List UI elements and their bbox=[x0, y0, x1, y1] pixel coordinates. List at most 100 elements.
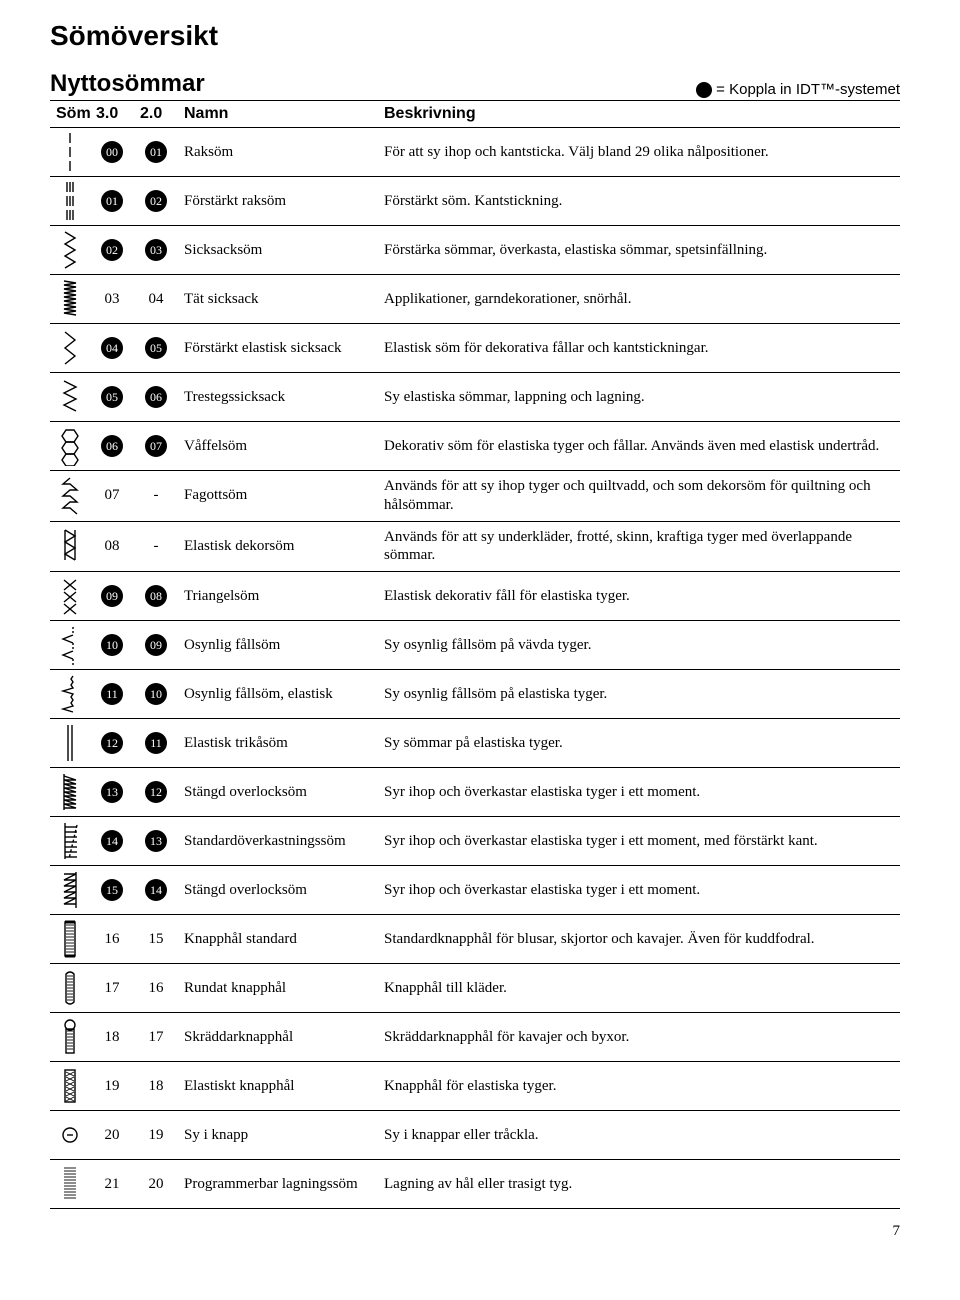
col20-value: 07 bbox=[134, 422, 178, 471]
table-row: 1514Stängd overlocksömSyr ihop och överk… bbox=[50, 866, 900, 915]
table-row: 1312Stängd overlocksömSyr ihop och överk… bbox=[50, 768, 900, 817]
col20-value: 19 bbox=[134, 1111, 178, 1160]
stitch-icon bbox=[50, 1013, 90, 1062]
col30-value: 05 bbox=[90, 373, 134, 422]
idt-dot-icon: 06 bbox=[145, 386, 167, 408]
col-20: 2.0 bbox=[134, 101, 178, 128]
stitch-icon bbox=[50, 817, 90, 866]
stitch-icon bbox=[50, 1062, 90, 1111]
stitch-icon bbox=[50, 128, 90, 177]
idt-dot-icon: 14 bbox=[145, 879, 167, 901]
table-row: 1413StandardöverkastningssömSyr ihop och… bbox=[50, 817, 900, 866]
stitch-name: Standardöverkastningssöm bbox=[178, 817, 378, 866]
page-number: 7 bbox=[50, 1223, 900, 1240]
page-title: Sömöversikt bbox=[50, 20, 900, 52]
col-name: Namn bbox=[178, 101, 378, 128]
col30-value: 03 bbox=[90, 275, 134, 324]
idt-dot-icon: 02 bbox=[101, 239, 123, 261]
col-stitch: Söm bbox=[50, 101, 90, 128]
idt-dot-icon: 10 bbox=[101, 634, 123, 656]
table-row: 0304Tät sicksackApplikationer, garndekor… bbox=[50, 275, 900, 324]
idt-dot-icon: 02 bbox=[145, 190, 167, 212]
col30-value: 07 bbox=[90, 471, 134, 522]
col20-value: 10 bbox=[134, 670, 178, 719]
stitch-icon bbox=[50, 422, 90, 471]
stitch-name: Programmerbar lagningssöm bbox=[178, 1160, 378, 1209]
col20-value: 09 bbox=[134, 621, 178, 670]
stitch-icon bbox=[50, 177, 90, 226]
stitch-name: Triangelsöm bbox=[178, 572, 378, 621]
stitch-icon bbox=[50, 572, 90, 621]
col30-value: 13 bbox=[90, 768, 134, 817]
col-desc: Beskrivning bbox=[378, 101, 900, 128]
stitch-desc: Elastisk söm för dekorativa fållar och k… bbox=[378, 324, 900, 373]
col20-value: 03 bbox=[134, 226, 178, 275]
table-row: 01 02 Förstärkt raksömFörstärkt söm. Kants… bbox=[50, 177, 900, 226]
stitch-desc: Knapphål till kläder. bbox=[378, 964, 900, 1013]
col30-value: 00 bbox=[90, 128, 134, 177]
table-row: 2120Programmerbar lagningssömLagning av … bbox=[50, 1160, 900, 1209]
idt-dot-icon: 13 bbox=[101, 781, 123, 803]
stitch-icon bbox=[50, 915, 90, 964]
stitch-name: Sy i knapp bbox=[178, 1111, 378, 1160]
col30-value: 14 bbox=[90, 817, 134, 866]
col30-value: 16 bbox=[90, 915, 134, 964]
stitch-name: Förstärkt elastisk sicksack bbox=[178, 324, 378, 373]
col20-value: 05 bbox=[134, 324, 178, 373]
col30-value: 21 bbox=[90, 1160, 134, 1209]
table-row: 0607VåffelsömDekorativ söm för elastiska… bbox=[50, 422, 900, 471]
idt-dot-icon: 09 bbox=[101, 585, 123, 607]
stitch-desc: Förstärkt söm. Kantstickning. bbox=[378, 177, 900, 226]
col30-value: 08 bbox=[90, 521, 134, 572]
stitch-desc: Används för att sy underkläder, frotté, … bbox=[378, 521, 900, 572]
idt-dot-icon: 12 bbox=[101, 732, 123, 754]
table-row: 04 05Förstärkt elastisk sicksackElastisk … bbox=[50, 324, 900, 373]
col30-value: 11 bbox=[90, 670, 134, 719]
idt-dot-icon: 01 bbox=[145, 141, 167, 163]
stitch-desc: För att sy ihop och kantsticka. Välj bla… bbox=[378, 128, 900, 177]
idt-dot-icon: 07 bbox=[145, 435, 167, 457]
table-row: 0506TrestegssicksackSy elastiska sömmar,… bbox=[50, 373, 900, 422]
stitch-desc: Sy osynlig fållsöm på vävda tyger. bbox=[378, 621, 900, 670]
stitch-desc: Syr ihop och överkastar elastiska tyger … bbox=[378, 817, 900, 866]
col20-value: - bbox=[134, 471, 178, 522]
idt-dot-icon: 01 bbox=[101, 190, 123, 212]
stitch-name: Raksöm bbox=[178, 128, 378, 177]
stitch-icon bbox=[50, 275, 90, 324]
table-row: 0203SicksacksömFörstärka sömmar, överkas… bbox=[50, 226, 900, 275]
col20-value: 13 bbox=[134, 817, 178, 866]
table-row: 07-FagottsömAnvänds för att sy ihop tyge… bbox=[50, 471, 900, 522]
stitch-icon bbox=[50, 866, 90, 915]
col30-value: 06 bbox=[90, 422, 134, 471]
stitch-name: Stängd overlocksöm bbox=[178, 768, 378, 817]
stitch-desc: Sy elastiska sömmar, lappning och lagnin… bbox=[378, 373, 900, 422]
col30-value: 20 bbox=[90, 1111, 134, 1160]
stitch-table: Söm 3.0 2.0 Namn Beskrivning 0001RaksömF… bbox=[50, 100, 900, 1209]
idt-dot-icon: 00 bbox=[101, 141, 123, 163]
idt-dot-icon: 04 bbox=[101, 337, 123, 359]
stitch-name: Våffelsöm bbox=[178, 422, 378, 471]
stitch-desc: Syr ihop och överkastar elastiska tyger … bbox=[378, 866, 900, 915]
section-title: Nyttosömmar bbox=[50, 70, 205, 98]
stitch-name: Knapphål standard bbox=[178, 915, 378, 964]
idt-dot-icon: 15 bbox=[101, 879, 123, 901]
stitch-icon bbox=[50, 1160, 90, 1209]
stitch-desc: Syr ihop och överkastar elastiska tyger … bbox=[378, 768, 900, 817]
table-row: 0908TriangelsömElastisk dekorativ fåll f… bbox=[50, 572, 900, 621]
table-row: 2019Sy i knappSy i knappar eller tråckla… bbox=[50, 1111, 900, 1160]
legend-text: = Koppla in IDT™-systemet bbox=[716, 81, 900, 98]
stitch-desc: Sy i knappar eller tråckla. bbox=[378, 1111, 900, 1160]
stitch-icon bbox=[50, 521, 90, 572]
col20-value: 14 bbox=[134, 866, 178, 915]
stitch-name: Förstärkt raksöm bbox=[178, 177, 378, 226]
col20-value: 11 bbox=[134, 719, 178, 768]
stitch-icon bbox=[50, 373, 90, 422]
stitch-name: Rundat knapphål bbox=[178, 964, 378, 1013]
stitch-icon bbox=[50, 621, 90, 670]
col30-value: 09 bbox=[90, 572, 134, 621]
col20-value: 08 bbox=[134, 572, 178, 621]
col30-value: 19 bbox=[90, 1062, 134, 1111]
idt-dot-icon: 10 bbox=[145, 683, 167, 705]
stitch-desc: Skräddarknapphål för kavajer och byxor. bbox=[378, 1013, 900, 1062]
table-row: 08-Elastisk dekorsömAnvänds för att sy u… bbox=[50, 521, 900, 572]
